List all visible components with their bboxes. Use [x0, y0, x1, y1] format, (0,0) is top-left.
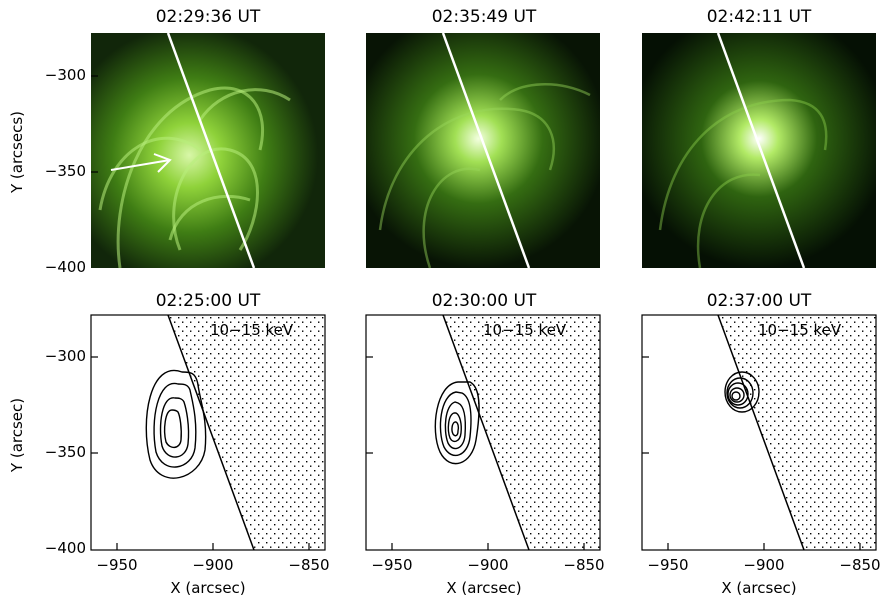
coronal-loops-3 — [658, 98, 828, 269]
euv-panel-3: 02:42:11 UT — [642, 7, 876, 269]
bottom-title-2: 02:30:00 UT — [432, 291, 537, 311]
svg-text:−350: −350 — [45, 162, 86, 180]
top-title-1: 02:29:36 UT — [156, 7, 261, 27]
svg-text:−850: −850 — [288, 556, 329, 574]
x-ticks-2: −950 −900 −850 — [371, 556, 604, 574]
hxr-panel-3: 02:37:00 UT 10−15 keV −950 −900 −850 X (… — [641, 291, 881, 597]
limb-line-3 — [716, 32, 806, 269]
euv-panel-2: 02:35:49 UT — [366, 7, 600, 269]
euv-panel-1: 02:29:36 UT Y (arcsecs) −300 −350 −400 — [8, 7, 325, 276]
bottom-y-ticks-1: −300 −350 −400 — [45, 347, 86, 557]
top-title-3: 02:42:11 UT — [707, 7, 812, 27]
svg-text:−350: −350 — [45, 443, 86, 461]
svg-text:−300: −300 — [45, 66, 86, 84]
svg-text:−850: −850 — [563, 556, 604, 574]
svg-text:−400: −400 — [45, 539, 86, 557]
energy-label-3: 10−15 keV — [758, 321, 842, 339]
top-y-ticks-1: −300 −350 −400 — [45, 66, 86, 276]
disk-dots-3 — [718, 315, 876, 550]
svg-text:−900: −900 — [743, 556, 784, 574]
svg-text:−900: −900 — [467, 556, 508, 574]
limb-3 — [717, 314, 805, 551]
limb-line-2 — [441, 32, 531, 269]
disk-dots-1 — [168, 315, 325, 550]
svg-text:−950: −950 — [96, 556, 137, 574]
tick-marks — [91, 75, 861, 550]
svg-text:−950: −950 — [371, 556, 412, 574]
top-title-2: 02:35:49 UT — [432, 7, 537, 27]
contours-2 — [434, 381, 480, 465]
bottom-y-label: Y (arcsec) — [8, 398, 26, 473]
top-y-label: Y (arcsecs) — [8, 111, 26, 194]
euv-image-2 — [366, 33, 600, 268]
contours-3 — [724, 371, 760, 413]
limb-1 — [167, 314, 255, 551]
svg-text:−400: −400 — [45, 258, 86, 276]
limb-line-1 — [166, 32, 256, 269]
svg-text:−850: −850 — [839, 556, 880, 574]
disk-dots-2 — [443, 315, 600, 550]
energy-label-2: 10−15 keV — [483, 321, 567, 339]
hxr-panel-1: 02:25:00 UT 10−15 keV Y (arcsec) −300 −3… — [8, 291, 330, 597]
energy-label-1: 10−15 keV — [210, 321, 294, 339]
x-label-3: X (arcsec) — [721, 579, 796, 597]
svg-text:−300: −300 — [45, 347, 86, 365]
hxr-panel-2: 02:30:00 UT 10−15 keV −950 −900 −850 X (… — [365, 291, 605, 597]
svg-text:−900: −900 — [192, 556, 233, 574]
svg-text:−950: −950 — [647, 556, 688, 574]
euv-image-3 — [642, 33, 876, 268]
arrow-1 — [110, 153, 172, 173]
x-label-1: X (arcsec) — [170, 579, 245, 597]
x-ticks-3: −950 −900 −850 — [647, 556, 880, 574]
bottom-title-1: 02:25:00 UT — [156, 291, 261, 311]
x-label-2: X (arcsec) — [446, 579, 521, 597]
limb-2 — [442, 314, 530, 551]
coronal-loops-2 — [378, 83, 591, 269]
x-ticks-1: −950 −900 −850 — [96, 556, 329, 574]
contours-1 — [145, 369, 207, 479]
bottom-title-3: 02:37:00 UT — [707, 291, 812, 311]
